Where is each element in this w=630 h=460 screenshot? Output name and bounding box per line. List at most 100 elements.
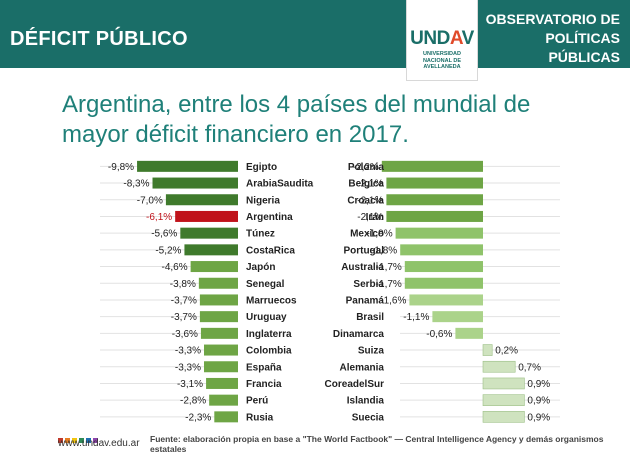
bar [214,411,238,423]
category-label: Rusia [246,412,274,423]
headline: Argentina, entre los 4 países del mundia… [62,91,531,148]
data-label: -3,7% [171,312,197,323]
category-label: Colombia [246,346,292,357]
category-label: Francia [246,379,282,390]
bar [400,244,483,256]
bar [482,394,525,406]
category-label: Senegal [246,279,285,290]
data-label: -2,3% [185,412,211,423]
category-label: ArabiaSaudita [246,179,314,190]
category-label: Polonia [348,162,385,173]
bar [204,361,238,373]
bar [199,294,238,306]
category-label: Argentina [246,212,293,223]
data-label: -2,1% [357,179,383,190]
category-label: Portugal [343,245,384,256]
data-label: -2,1% [357,195,383,206]
category-label: Inglaterra [246,329,292,340]
bar [204,344,238,356]
bar [386,210,483,222]
category-label: Australia [341,262,384,273]
footer-dot [58,438,63,443]
data-label: -9,8% [108,162,134,173]
category-label: Islandia [347,396,385,407]
bar [386,194,483,206]
data-label: -3,8% [170,279,196,290]
logo-subtitle: UNIVERSIDAD NACIONAL DE AVELLANEDA [422,51,462,70]
data-label: -6,1% [146,212,172,223]
footer-dot [86,438,91,443]
bar [395,227,483,239]
category-label: Marruecos [246,295,297,306]
data-label: -0,6% [426,329,452,340]
data-label: -1,9% [366,229,392,240]
bar [482,411,525,423]
data-label: -3,1% [177,379,203,390]
data-label: -3,3% [175,362,201,373]
data-label: -7,0% [137,195,163,206]
bar [165,194,238,206]
footer-dot [93,438,98,443]
bar [482,377,525,390]
data-label: -4,6% [161,262,187,273]
bar [482,360,516,373]
category-label: Egipto [246,162,277,173]
bar [455,327,483,339]
category-label: Suiza [358,346,385,357]
footer-source: Fuente: elaboración propia en base a "Th… [150,434,604,454]
observatory-title: OBSERVATORIO DE POLÍTICAS PÚBLICAS [485,11,620,65]
category-label: Belgica [348,179,384,190]
bar [200,327,238,339]
data-label: -2,8% [180,396,206,407]
bar [404,261,483,273]
header-banner: DÉFICIT PÚBLICO UNDAV UNIVERSIDAD NACION… [0,0,630,81]
footer-url[interactable]: www.undav.edu.ar [58,438,140,449]
bar [432,311,483,323]
category-label: Mexico [350,229,384,240]
data-label: -2,2% [353,162,379,173]
category-label: Croacia [347,195,384,206]
data-label: 0,9% [527,379,550,390]
data-label: -1,1% [403,312,429,323]
bar [137,160,238,172]
data-label: 0,2% [495,346,518,357]
category-label: Japón [246,262,275,273]
data-label: -5,6% [151,229,177,240]
data-label: -1,8% [371,245,397,256]
deficit-bar-chart: -9,8% Egipto -8,3% ArabiaSaudita -7,0% Nigeri… [100,160,560,423]
bar [175,210,238,222]
data-label: -1,7% [376,279,402,290]
bar [184,244,238,256]
bar [386,177,483,189]
data-label: 0,9% [527,396,550,407]
category-label: Nigeria [246,195,280,206]
data-label: 0,9% [527,412,550,423]
category-label: Serbia [353,279,384,290]
bar [209,394,238,406]
data-label: -1,6% [380,295,406,306]
footer-dot [79,438,84,443]
category-label: CoreadelSur [325,379,385,390]
data-label: -2,1% [357,212,383,223]
category-label: Suecia [352,412,385,423]
bar [381,160,483,172]
category-label: CostaRica [246,245,295,256]
logo-wordmark: UNDAV [410,28,474,49]
footer-color-dots [58,430,100,443]
bar [152,177,238,189]
category-label: Brasil [356,312,384,323]
data-label: -5,2% [155,245,181,256]
data-label: 0,7% [518,362,541,373]
footer-dot [72,438,77,443]
category-label: España [246,362,282,373]
bar [409,294,483,306]
university-logo: UNDAV UNIVERSIDAD NACIONAL DE AVELLANEDA [406,0,478,81]
data-label: -3,3% [175,346,201,357]
bar [198,277,238,289]
bar [206,377,238,389]
data-label: -8,3% [123,179,149,190]
data-label: -3,7% [171,295,197,306]
category-label: Panamá [346,295,385,306]
category-label: Alemania [340,362,385,373]
data-label: -3,6% [172,329,198,340]
